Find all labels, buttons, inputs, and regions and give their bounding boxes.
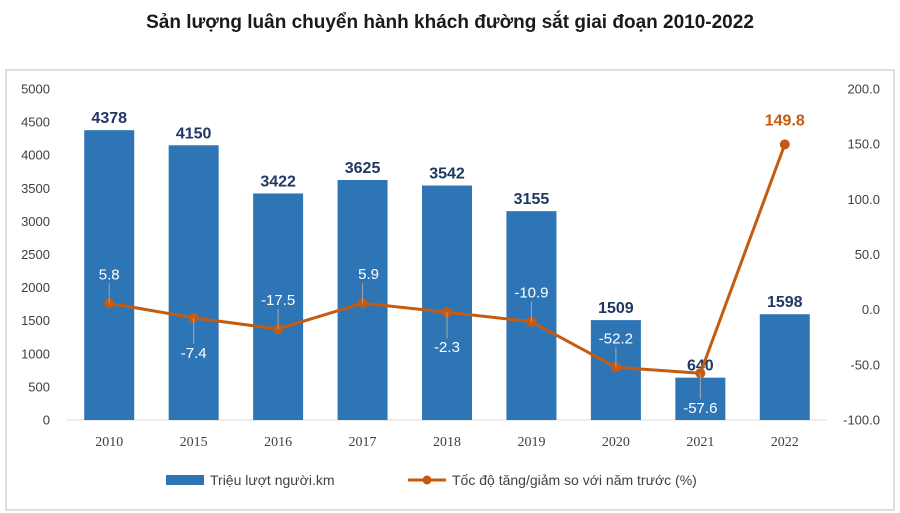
y-right-tick-label: 150.0 [847, 137, 880, 152]
bar [422, 185, 472, 420]
legend-line-label: Tốc độ tăng/giảm so với năm trước (%) [452, 472, 697, 488]
line-data-label: -7.4 [181, 345, 207, 362]
legend-bar-label: Triệu lượt người.km [210, 472, 335, 488]
line-data-label: 5.8 [99, 266, 120, 283]
bar [84, 130, 135, 421]
x-tick-label: 2018 [433, 435, 461, 450]
x-tick-label: 2017 [349, 435, 377, 450]
bar [253, 193, 304, 420]
x-tick-label: 2019 [517, 435, 545, 450]
legend-line-marker [422, 475, 432, 485]
y-left-tick-label: 2500 [21, 247, 50, 262]
bar-data-label: 3625 [345, 160, 381, 177]
legend-bar-swatch [166, 475, 204, 485]
plot-frame [5, 69, 895, 511]
y-left-tick-label: 0 [43, 413, 50, 428]
x-tick-label: 2020 [602, 435, 630, 450]
y-right-tick-label: 50.0 [855, 247, 880, 262]
y-left-tick-label: 3500 [21, 181, 50, 196]
y-right-tick-label: -100.0 [843, 413, 880, 428]
bar-data-label: 640 [687, 358, 714, 375]
y-right-tick-label: 0.0 [862, 302, 880, 317]
y-right-tick-label: 200.0 [847, 82, 880, 97]
line-data-label: -10.9 [514, 285, 548, 302]
y-left-tick-label: 1500 [21, 313, 50, 328]
line-data-label: -57.6 [683, 400, 717, 417]
line-point [779, 139, 790, 150]
bar-data-label: 4378 [91, 110, 127, 127]
bar [168, 145, 219, 420]
y-left-tick-label: 5000 [21, 82, 50, 97]
y-left-tick-label: 4000 [21, 148, 50, 163]
bar [759, 314, 810, 420]
line-data-label: -52.2 [599, 330, 633, 347]
line-labels: 5.8 -7.4 -17.5 5.9 -2.3 -10.9 -52.2 -57.6 149.8 [99, 112, 805, 417]
line-data-label: -17.5 [261, 292, 295, 309]
bar-data-label: 4150 [176, 125, 212, 142]
bar-data-label: 3422 [260, 173, 296, 190]
line-data-label: 5.9 [358, 266, 379, 283]
x-tick-label: 2021 [686, 435, 714, 450]
x-tick-label: 2022 [771, 435, 799, 450]
y-left-tick-label: 1000 [21, 346, 50, 361]
x-tick-label: 2015 [180, 435, 208, 450]
bar-series [84, 130, 810, 421]
y-left-tick-label: 3000 [21, 214, 50, 229]
y-left-tick-label: 4500 [21, 115, 50, 130]
bar-data-label: 1509 [598, 300, 634, 317]
y-right-tick-label: 100.0 [847, 192, 880, 207]
bar-data-label: 1598 [767, 294, 803, 311]
y-left-tick-label: 500 [28, 379, 50, 394]
legend: Triệu lượt người.km Tốc độ tăng/giảm so … [166, 472, 697, 488]
line-data-label: -2.3 [434, 339, 460, 356]
line-data-label: 149.8 [765, 112, 805, 129]
bar-labels: 4378 4150 3422 3625 3542 3155 1509 640 1598 [91, 110, 802, 374]
x-tick-label: 2010 [95, 435, 123, 450]
y-right-tick-label: -50.0 [850, 357, 880, 372]
bar-data-label: 3155 [514, 191, 550, 208]
axes: 0 500 1000 1500 2000 2500 3000 3500 4000 4500 5000… [21, 82, 880, 451]
chart-title: Sản lượng luân chuyển hành khách đường s… [146, 11, 754, 33]
x-tick-label: 2016 [264, 435, 292, 450]
bar-data-label: 3542 [429, 166, 465, 183]
y-left-tick-label: 2000 [21, 280, 50, 295]
